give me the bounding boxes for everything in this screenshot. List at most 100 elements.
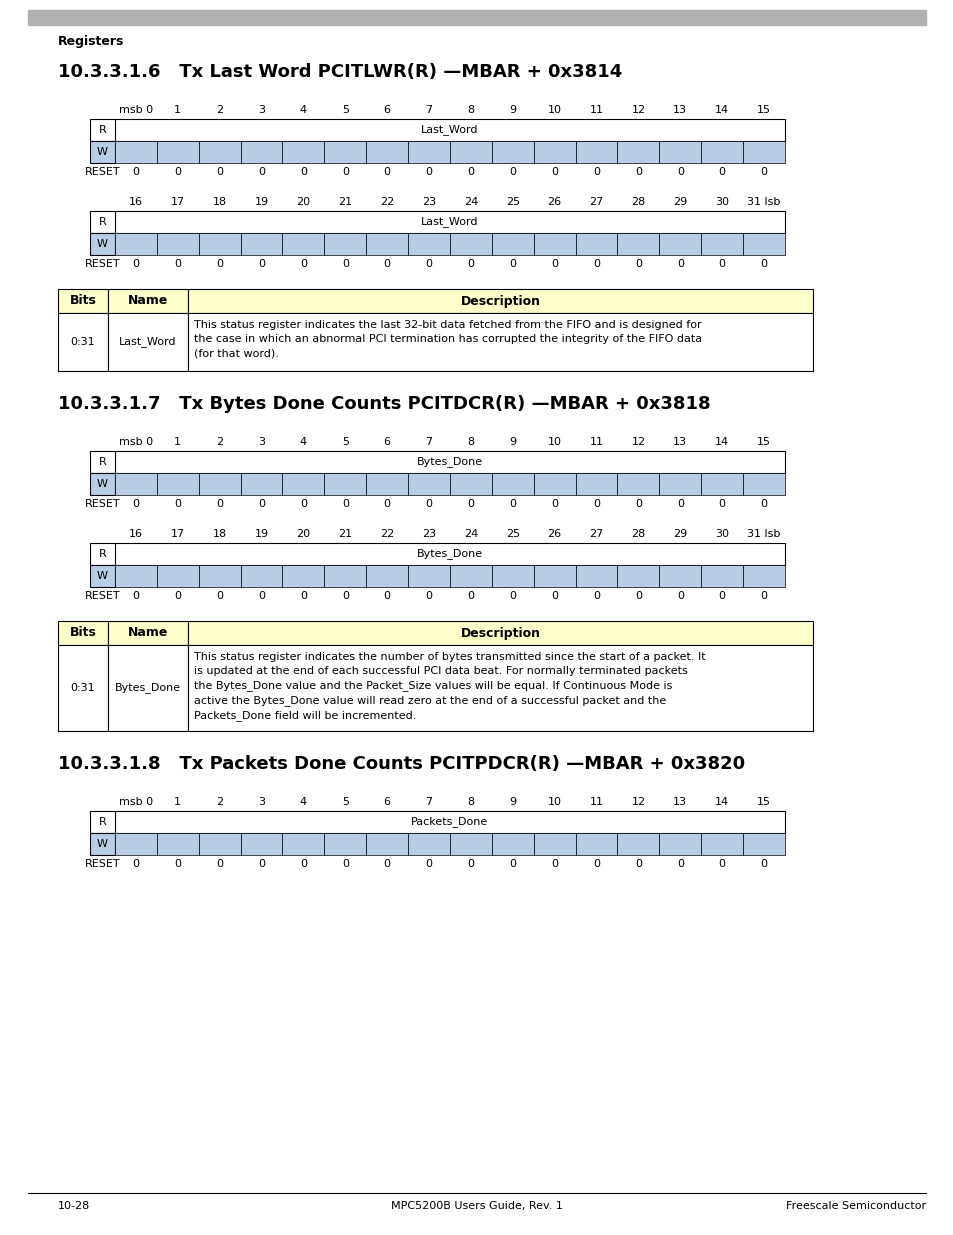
Text: 0: 0 (593, 167, 599, 177)
Bar (115, 564, 156, 587)
Text: Bits: Bits (70, 294, 96, 308)
Bar (156, 564, 198, 587)
Text: msb 0: msb 0 (119, 437, 152, 447)
Text: 29: 29 (673, 198, 687, 207)
Text: W: W (97, 571, 108, 580)
Text: 0: 0 (341, 167, 349, 177)
Bar (90, 811, 784, 832)
Bar (492, 473, 533, 495)
Text: RESET: RESET (85, 259, 120, 269)
Text: Freescale Semiconductor: Freescale Semiconductor (785, 1200, 925, 1212)
Bar (742, 564, 784, 587)
Text: 24: 24 (463, 529, 477, 538)
Text: 10.3.3.1.8   Tx Packets Done Counts PCITPDCR(R) —MBAR + 0x3820: 10.3.3.1.8 Tx Packets Done Counts PCITPD… (58, 755, 744, 773)
Bar (58, 621, 108, 645)
Text: 28: 28 (631, 529, 645, 538)
Text: 9: 9 (509, 437, 516, 447)
Text: 0: 0 (425, 259, 432, 269)
Text: 2: 2 (216, 797, 223, 806)
Text: 12: 12 (631, 797, 645, 806)
Text: W: W (97, 839, 108, 848)
Text: 0: 0 (299, 259, 307, 269)
Bar (366, 233, 408, 254)
Text: Name: Name (128, 294, 168, 308)
Bar (700, 564, 742, 587)
Text: 0: 0 (258, 167, 265, 177)
Text: 13: 13 (673, 105, 686, 115)
Text: 8: 8 (467, 105, 474, 115)
Bar (617, 832, 659, 855)
Text: 11: 11 (589, 797, 603, 806)
Bar (90, 233, 115, 254)
Bar (408, 233, 450, 254)
Text: Last_Word: Last_Word (421, 216, 478, 227)
Bar (742, 832, 784, 855)
Text: RESET: RESET (85, 592, 120, 601)
Text: 3: 3 (258, 437, 265, 447)
Text: 0: 0 (509, 259, 516, 269)
Bar (492, 141, 533, 163)
Text: 0: 0 (425, 167, 432, 177)
Text: 0: 0 (676, 259, 683, 269)
Bar (282, 473, 324, 495)
Text: 4: 4 (299, 797, 307, 806)
Text: 16: 16 (129, 198, 143, 207)
Bar (240, 564, 282, 587)
Text: 0: 0 (132, 259, 139, 269)
Text: 0: 0 (467, 499, 474, 509)
Text: 26: 26 (547, 529, 561, 538)
Text: 0: 0 (467, 860, 474, 869)
Text: 0: 0 (132, 499, 139, 509)
Text: 10.3.3.1.7   Tx Bytes Done Counts PCITDCR(R) —MBAR + 0x3818: 10.3.3.1.7 Tx Bytes Done Counts PCITDCR(… (58, 395, 710, 412)
Text: 6: 6 (383, 437, 391, 447)
Text: 6: 6 (383, 797, 391, 806)
Text: 7: 7 (425, 437, 432, 447)
Text: 0: 0 (341, 259, 349, 269)
Text: 0: 0 (132, 167, 139, 177)
Text: 19: 19 (254, 198, 269, 207)
Bar (188, 312, 812, 370)
Text: 11: 11 (589, 105, 603, 115)
Text: 0: 0 (132, 860, 139, 869)
Text: 0: 0 (299, 592, 307, 601)
Text: 0: 0 (258, 860, 265, 869)
Bar (156, 233, 198, 254)
Text: 5: 5 (341, 437, 349, 447)
Text: 0:31: 0:31 (71, 337, 95, 347)
Text: 14: 14 (715, 105, 728, 115)
Text: 22: 22 (379, 198, 394, 207)
Bar (742, 233, 784, 254)
Text: 0: 0 (174, 167, 181, 177)
Text: 0: 0 (676, 167, 683, 177)
Text: 8: 8 (467, 437, 474, 447)
Text: 0: 0 (676, 860, 683, 869)
Bar (90, 473, 115, 495)
Text: 0: 0 (718, 259, 725, 269)
Text: 0: 0 (593, 592, 599, 601)
Text: Last_Word: Last_Word (119, 337, 176, 347)
Text: 0: 0 (509, 499, 516, 509)
Bar (617, 233, 659, 254)
Bar (108, 645, 188, 731)
Bar (575, 473, 617, 495)
Text: 0: 0 (718, 167, 725, 177)
Text: 7: 7 (425, 797, 432, 806)
Bar (366, 564, 408, 587)
Text: R: R (98, 457, 107, 467)
Text: 0: 0 (551, 259, 558, 269)
Bar (575, 233, 617, 254)
Text: 15: 15 (757, 105, 770, 115)
Bar (575, 141, 617, 163)
Text: 0: 0 (718, 860, 725, 869)
Text: R: R (98, 125, 107, 135)
Text: 13: 13 (673, 797, 686, 806)
Bar (617, 564, 659, 587)
Text: 0: 0 (635, 499, 641, 509)
Bar (282, 141, 324, 163)
Text: 24: 24 (463, 198, 477, 207)
Bar (700, 141, 742, 163)
Bar (659, 564, 700, 587)
Text: 31 lsb: 31 lsb (746, 529, 780, 538)
Text: 3: 3 (258, 105, 265, 115)
Bar (366, 141, 408, 163)
